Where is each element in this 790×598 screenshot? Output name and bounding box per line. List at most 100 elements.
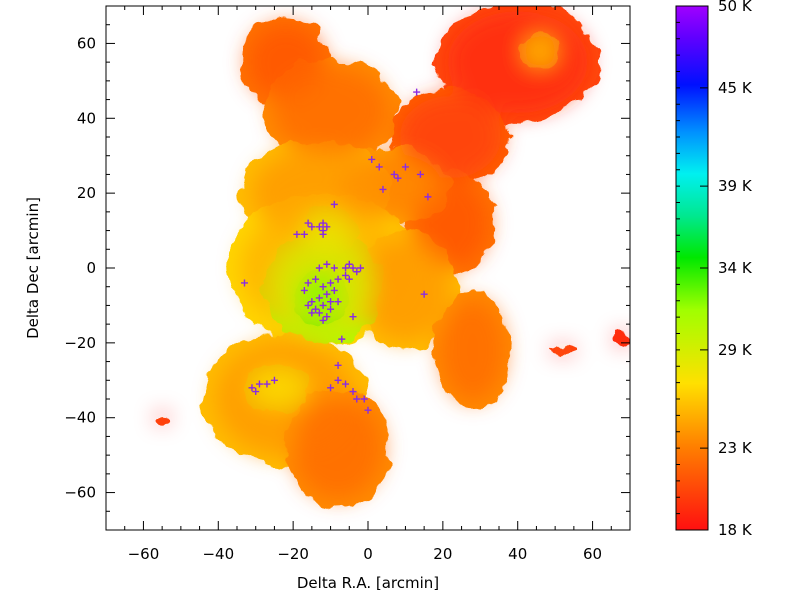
source-marker <box>304 219 312 227</box>
source-marker <box>312 305 320 313</box>
source-marker <box>334 376 342 384</box>
source-marker <box>424 193 432 201</box>
colorbar-tick-label: 29 K <box>718 341 753 359</box>
colorbar-tick-label: 34 K <box>718 259 753 277</box>
source-marker <box>327 279 335 287</box>
source-marker <box>330 200 338 208</box>
y-tick-label: 40 <box>77 109 96 127</box>
source-marker <box>308 298 316 306</box>
source-marker <box>327 305 335 313</box>
colorbar-tick-label: 23 K <box>718 439 753 457</box>
source-marker <box>379 185 387 193</box>
source-marker <box>401 163 409 171</box>
y-tick-label: 60 <box>77 34 96 52</box>
temperature-region <box>293 396 383 499</box>
source-marker <box>323 260 331 268</box>
colorbar-tick-label: 39 K <box>718 177 753 195</box>
source-marker <box>327 384 335 392</box>
source-marker <box>364 406 372 414</box>
source-marker <box>342 264 350 272</box>
source-marker <box>375 163 383 171</box>
colorbar-tick-label: 45 K <box>718 79 753 97</box>
temperature-region <box>301 211 353 250</box>
source-marker <box>315 309 323 317</box>
source-marker <box>345 275 353 283</box>
source-marker <box>330 286 338 294</box>
y-tick-label: 20 <box>77 184 96 202</box>
source-marker <box>304 301 312 309</box>
x-tick-label: −20 <box>277 545 309 563</box>
x-axis-label: Delta R.A. [arcmin] <box>297 574 439 592</box>
temperature-region <box>273 66 388 156</box>
temperature-region <box>399 95 502 179</box>
source-marker <box>349 264 357 272</box>
y-tick-label: −60 <box>64 484 96 502</box>
source-marker <box>349 388 357 396</box>
source-marker <box>330 264 338 272</box>
x-tick-label: 0 <box>363 545 373 563</box>
source-marker <box>252 388 260 396</box>
y-tick-label: −40 <box>64 409 96 427</box>
source-marker <box>315 294 323 302</box>
source-marker <box>334 298 342 306</box>
source-marker <box>360 395 368 403</box>
source-marker <box>308 309 316 317</box>
source-marker <box>334 361 342 369</box>
source-marker <box>357 264 365 272</box>
source-marker <box>300 230 308 238</box>
source-marker <box>338 335 346 343</box>
source-marker <box>308 223 316 231</box>
source-marker <box>394 174 402 182</box>
source-marker <box>342 380 350 388</box>
temperature-region <box>155 412 169 423</box>
source-marker <box>420 290 428 298</box>
colorbar-ticks: 50 K 45 K 39 K 34 K 29 K 23 K 18 K <box>676 0 753 539</box>
source-marker <box>345 260 353 268</box>
source-marker <box>319 301 327 309</box>
temperature-region <box>440 299 505 402</box>
source-marker <box>323 313 331 321</box>
source-marker <box>315 223 323 231</box>
source-marker <box>319 219 327 227</box>
source-marker <box>255 380 263 388</box>
temperature-region <box>447 11 588 114</box>
source-marker <box>334 275 342 283</box>
source-markers <box>240 88 432 414</box>
axis-ticks: −60 −40 −20 0 20 40 60 60 40 20 0 −20 −40 −60 <box>64 5 631 563</box>
x-tick-label: −60 <box>128 545 160 563</box>
colorbar-tick-label: 18 K <box>718 521 753 539</box>
map-area <box>154 6 630 508</box>
source-marker <box>319 230 327 238</box>
temperature-field <box>155 11 629 499</box>
source-marker <box>390 170 398 178</box>
x-tick-label: 20 <box>433 545 452 563</box>
source-marker <box>293 230 301 238</box>
y-axis-label: Delta Dec [arcmin] <box>24 197 42 339</box>
source-marker <box>315 264 323 272</box>
source-marker <box>240 279 248 287</box>
source-marker <box>323 290 331 298</box>
source-marker <box>353 268 361 276</box>
temperature-region <box>549 347 576 354</box>
source-marker <box>270 376 278 384</box>
source-marker <box>323 223 331 231</box>
source-marker <box>312 275 320 283</box>
source-marker <box>353 395 361 403</box>
source-marker <box>319 316 327 324</box>
y-tick-label: −20 <box>64 334 96 352</box>
x-tick-label: 60 <box>583 545 602 563</box>
source-marker <box>263 380 271 388</box>
temperature-region <box>249 368 307 407</box>
source-marker <box>416 170 424 178</box>
source-marker <box>413 88 421 96</box>
source-marker <box>327 298 335 306</box>
temperature-region <box>524 35 557 67</box>
y-tick-label: 0 <box>86 259 96 277</box>
temperature-region <box>616 332 629 346</box>
x-tick-label: −40 <box>202 545 234 563</box>
source-marker <box>319 283 327 291</box>
source-marker <box>349 313 357 321</box>
source-marker <box>248 384 256 392</box>
source-marker <box>368 155 376 163</box>
